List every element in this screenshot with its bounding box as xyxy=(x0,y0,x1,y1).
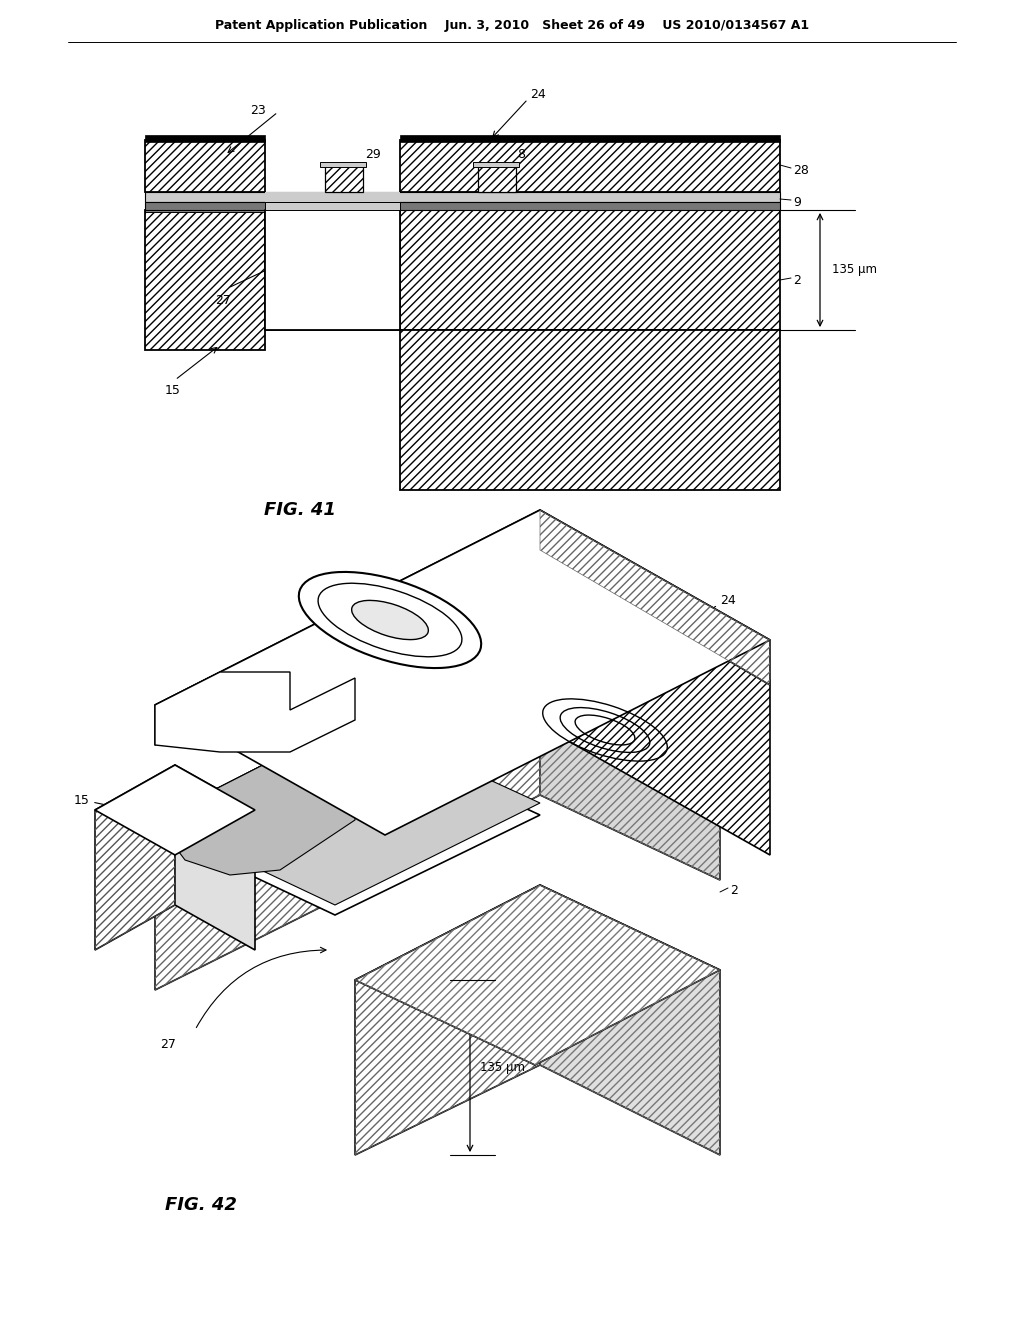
Bar xyxy=(145,191,780,202)
Polygon shape xyxy=(155,718,355,875)
Polygon shape xyxy=(155,510,540,744)
Text: 8: 8 xyxy=(517,149,525,161)
Text: 27: 27 xyxy=(215,293,230,306)
Polygon shape xyxy=(355,884,720,1065)
Polygon shape xyxy=(175,766,255,950)
Bar xyxy=(145,135,265,143)
Polygon shape xyxy=(155,672,355,752)
Bar xyxy=(265,210,400,330)
Text: 9: 9 xyxy=(793,195,801,209)
Text: 26: 26 xyxy=(590,644,606,656)
Text: 15: 15 xyxy=(165,384,181,396)
Text: 135 μm: 135 μm xyxy=(480,1061,525,1074)
Text: 22: 22 xyxy=(720,664,736,676)
Bar xyxy=(473,162,519,168)
Text: 18: 18 xyxy=(215,704,230,717)
Polygon shape xyxy=(155,510,770,836)
Bar xyxy=(400,135,780,143)
Polygon shape xyxy=(95,766,255,855)
Bar xyxy=(265,210,400,330)
Bar xyxy=(265,191,400,202)
Bar xyxy=(325,165,362,191)
Bar xyxy=(319,162,366,168)
Bar xyxy=(478,165,516,191)
Bar xyxy=(145,140,265,191)
Bar xyxy=(145,202,780,210)
Text: 25: 25 xyxy=(720,634,736,647)
Bar xyxy=(400,140,780,191)
Text: Patent Application Publication    Jun. 3, 2010   Sheet 26 of 49    US 2010/01345: Patent Application Publication Jun. 3, 2… xyxy=(215,18,809,32)
Text: 24: 24 xyxy=(530,88,546,102)
Polygon shape xyxy=(540,635,720,880)
Text: 27: 27 xyxy=(160,1039,176,1052)
Ellipse shape xyxy=(299,572,481,668)
Text: FIG. 42: FIG. 42 xyxy=(165,1196,237,1214)
Bar xyxy=(145,210,265,350)
Text: 2: 2 xyxy=(730,883,738,896)
Text: 2: 2 xyxy=(793,273,801,286)
Bar xyxy=(265,202,400,210)
Polygon shape xyxy=(155,718,540,906)
Text: 29: 29 xyxy=(365,149,381,161)
Text: 135 μm: 135 μm xyxy=(831,264,877,276)
Polygon shape xyxy=(355,635,540,890)
Text: 15: 15 xyxy=(74,793,90,807)
Bar xyxy=(400,210,780,330)
Polygon shape xyxy=(155,730,355,990)
Polygon shape xyxy=(95,766,175,950)
Polygon shape xyxy=(540,510,770,685)
Polygon shape xyxy=(155,718,355,830)
Ellipse shape xyxy=(351,601,428,640)
Bar xyxy=(400,330,780,490)
Bar xyxy=(145,205,265,213)
Text: 28: 28 xyxy=(793,164,809,177)
Text: 23: 23 xyxy=(250,103,266,116)
Text: FIG. 41: FIG. 41 xyxy=(264,502,336,519)
Polygon shape xyxy=(540,884,720,1155)
Polygon shape xyxy=(540,550,770,855)
Polygon shape xyxy=(355,884,540,1155)
Text: 24: 24 xyxy=(720,594,736,606)
Polygon shape xyxy=(155,730,540,915)
Ellipse shape xyxy=(318,583,462,657)
